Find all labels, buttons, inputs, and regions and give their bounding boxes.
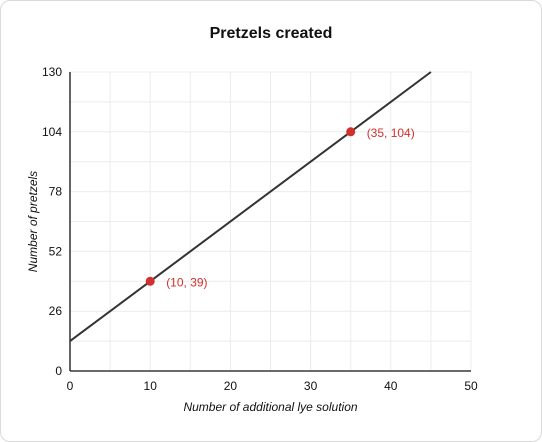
y-tick-label: 0 <box>55 364 62 378</box>
x-tick-label: 10 <box>144 379 158 393</box>
x-tick-label: 0 <box>67 379 74 393</box>
x-tick-label: 50 <box>464 379 478 393</box>
y-tick-label: 104 <box>42 125 62 139</box>
y-tick-label: 52 <box>49 244 63 258</box>
y-tick-label: 26 <box>49 304 63 318</box>
y-axis-title: Number of pretzels <box>26 171 40 272</box>
chart-title: Pretzels created <box>209 25 333 42</box>
x-tick-label: 20 <box>224 379 238 393</box>
data-point <box>346 127 356 137</box>
data-point-label: (10, 39) <box>166 275 207 289</box>
y-tick-label: 130 <box>42 65 62 79</box>
x-tick-label: 40 <box>384 379 398 393</box>
x-tick-label: 30 <box>304 379 318 393</box>
data-point-label: (35, 104) <box>367 126 415 140</box>
series-line <box>69 71 432 342</box>
x-axis-title: Number of additional lye solution <box>183 400 357 414</box>
data-point <box>145 276 155 286</box>
y-tick-label: 78 <box>49 185 63 199</box>
